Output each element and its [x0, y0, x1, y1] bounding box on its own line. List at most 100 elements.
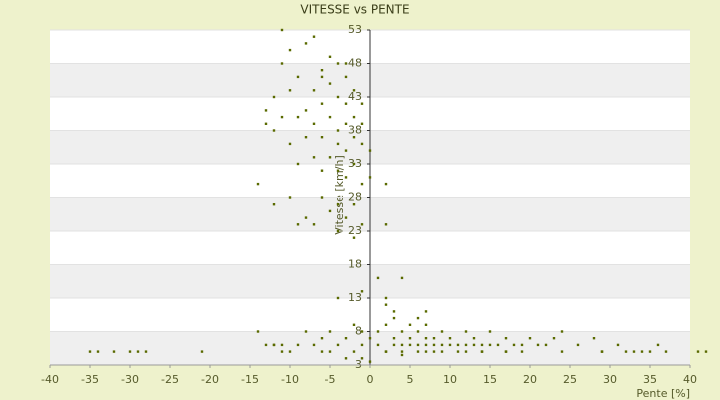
- point: [264, 122, 268, 125]
- point: [416, 330, 420, 333]
- point: [272, 203, 276, 206]
- point: [528, 337, 532, 340]
- point: [408, 323, 412, 326]
- y-axis-label: Vitesse [km/h]: [333, 155, 346, 235]
- point: [288, 89, 292, 92]
- point: [336, 129, 340, 132]
- x-tick-label: 30: [603, 373, 617, 386]
- point: [352, 350, 356, 353]
- point: [376, 276, 380, 280]
- point: [352, 236, 356, 239]
- point: [264, 343, 268, 347]
- point: [360, 102, 364, 105]
- point: [424, 343, 428, 347]
- point: [504, 350, 508, 353]
- point: [312, 122, 316, 125]
- point: [328, 156, 332, 159]
- point: [616, 343, 620, 347]
- x-tick-label: -30: [121, 373, 139, 386]
- point: [360, 330, 364, 333]
- point: [128, 350, 132, 353]
- point: [320, 196, 324, 199]
- point: [312, 343, 316, 347]
- point: [384, 296, 388, 300]
- x-tick-label: -40: [41, 373, 59, 386]
- point: [360, 357, 364, 360]
- point: [512, 343, 516, 347]
- x-tick-label: 40: [683, 373, 697, 386]
- point: [440, 350, 444, 353]
- point: [352, 115, 356, 119]
- point: [384, 182, 388, 186]
- point: [464, 343, 468, 347]
- point: [480, 350, 484, 353]
- point: [336, 296, 340, 300]
- point: [472, 337, 476, 340]
- point: [408, 343, 412, 347]
- point: [312, 156, 316, 159]
- point: [384, 350, 388, 353]
- point: [280, 115, 284, 119]
- point: [344, 102, 348, 105]
- point: [96, 350, 100, 353]
- point: [400, 350, 404, 353]
- point: [304, 330, 308, 333]
- point: [352, 89, 356, 92]
- point: [272, 129, 276, 132]
- point: [424, 323, 428, 326]
- y-tick-label: 8: [355, 325, 362, 338]
- point: [632, 350, 636, 353]
- point: [352, 136, 356, 139]
- point: [320, 102, 324, 105]
- point: [304, 109, 308, 112]
- point: [560, 330, 564, 333]
- point: [464, 330, 468, 333]
- point: [336, 95, 340, 99]
- point: [336, 229, 340, 233]
- chart-title: VITESSE vs PENTE: [300, 3, 409, 17]
- point: [496, 343, 500, 347]
- point: [336, 169, 340, 172]
- point: [384, 303, 388, 306]
- point: [336, 343, 340, 347]
- point: [560, 350, 564, 353]
- point: [504, 337, 508, 340]
- point: [392, 343, 396, 347]
- point: [592, 337, 596, 340]
- point: [488, 343, 492, 347]
- point: [456, 343, 460, 347]
- point: [312, 223, 316, 226]
- point: [256, 182, 260, 186]
- point: [384, 323, 388, 326]
- point: [544, 343, 548, 347]
- point: [624, 350, 628, 353]
- y-tick-label: 13: [348, 291, 362, 304]
- point: [336, 142, 340, 146]
- point: [344, 337, 348, 340]
- x-tick-label: 25: [563, 373, 577, 386]
- point: [520, 343, 524, 347]
- x-tick-label: 10: [443, 373, 457, 386]
- point: [352, 203, 356, 206]
- point: [384, 223, 388, 226]
- point: [352, 162, 356, 166]
- point: [664, 350, 668, 353]
- point: [344, 176, 348, 179]
- point: [448, 343, 452, 347]
- point: [344, 75, 348, 79]
- point: [288, 196, 292, 199]
- point: [136, 350, 140, 353]
- x-tick-label: -35: [81, 373, 99, 386]
- point: [336, 203, 340, 206]
- y-tick-label: 48: [348, 57, 362, 70]
- point: [416, 350, 420, 353]
- point: [456, 350, 460, 353]
- point: [328, 55, 332, 58]
- point: [304, 136, 308, 139]
- x-tick-label: 15: [483, 373, 497, 386]
- point: [256, 330, 260, 333]
- point: [696, 350, 700, 353]
- point: [304, 42, 308, 45]
- point: [368, 149, 372, 152]
